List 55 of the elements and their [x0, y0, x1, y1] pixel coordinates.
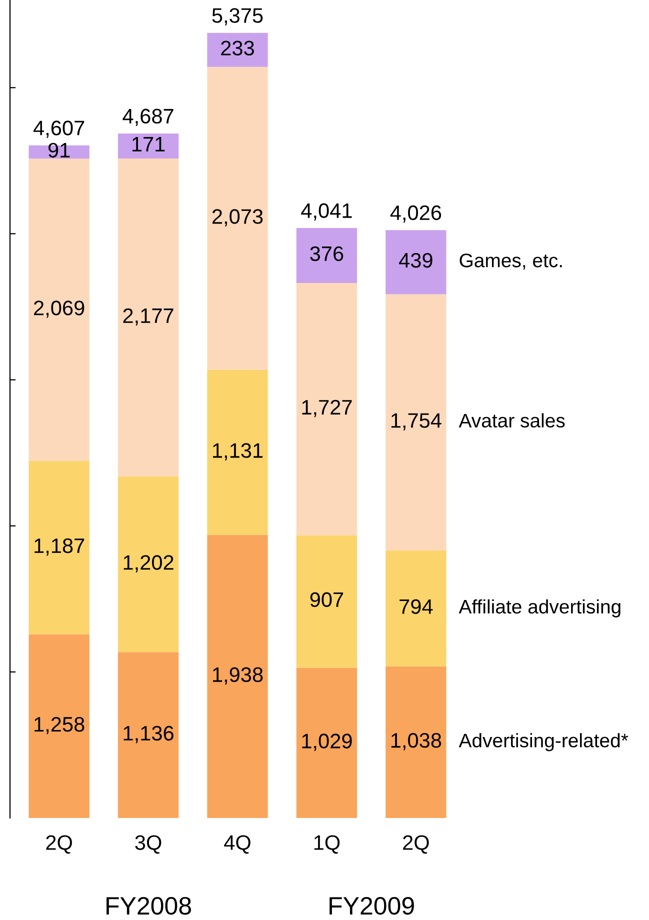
bar [296, 668, 358, 818]
data-label: 1,029 [302, 734, 352, 751]
bar [118, 134, 179, 158]
series-label: Advertising-related* [458, 733, 628, 752]
data-label: 907 [310, 592, 344, 608]
bar [386, 294, 446, 550]
bar [118, 476, 179, 652]
bar [207, 534, 268, 818]
x-tick-label: 1Q [314, 835, 340, 854]
bar [296, 535, 358, 668]
bar [386, 550, 446, 666]
bar [386, 666, 446, 818]
data-label: 233 [221, 40, 254, 56]
data-label: 1,258 [34, 716, 84, 734]
data-label: 439 [399, 252, 432, 268]
data-label: 1,754 [391, 413, 442, 430]
x-tick-label: 4Q [224, 835, 250, 854]
text: FY2008 [106, 896, 191, 915]
total-label: 5,375 [212, 8, 263, 26]
bar [296, 282, 358, 536]
data-label: 91 [48, 142, 70, 158]
bar [28, 634, 90, 818]
total-label: 4,607 [33, 120, 84, 138]
text: FY2009 [330, 896, 414, 915]
x-tick-label: 3Q [135, 835, 162, 854]
series-label: Affiliate advertising [458, 599, 620, 618]
total-label: 4,026 [390, 205, 442, 223]
series-label: Games, etc. [460, 254, 562, 270]
data-label: 794 [400, 599, 433, 614]
data-label: 1,938 [213, 667, 263, 685]
data-label: 1,727 [302, 400, 352, 418]
x-tick-label: 2Q [403, 835, 429, 854]
data-label: 1,187 [34, 538, 84, 556]
data-label: 2,073 [212, 209, 263, 226]
data-label: 1,131 [213, 443, 263, 460]
bar [296, 228, 358, 283]
data-label: 1,136 [124, 726, 174, 744]
series-label: Avatar sales [458, 413, 565, 428]
x-tick-label: 2Q [46, 835, 72, 854]
data-label: 376 [310, 246, 344, 262]
bar [207, 32, 268, 67]
bar [207, 66, 268, 370]
bar [207, 370, 268, 535]
data-label: 1,202 [124, 555, 174, 572]
bar [118, 652, 179, 818]
bar [118, 158, 179, 476]
total-label: 4,041 [301, 203, 352, 221]
data-label: 171 [132, 137, 165, 152]
data-label: 2,069 [34, 300, 84, 318]
bar [28, 158, 90, 461]
bar [386, 230, 446, 294]
data-label: 2,177 [123, 308, 174, 326]
total-label: 4,687 [122, 108, 174, 126]
bar [28, 460, 90, 634]
data-label: 1,038 [391, 733, 442, 750]
